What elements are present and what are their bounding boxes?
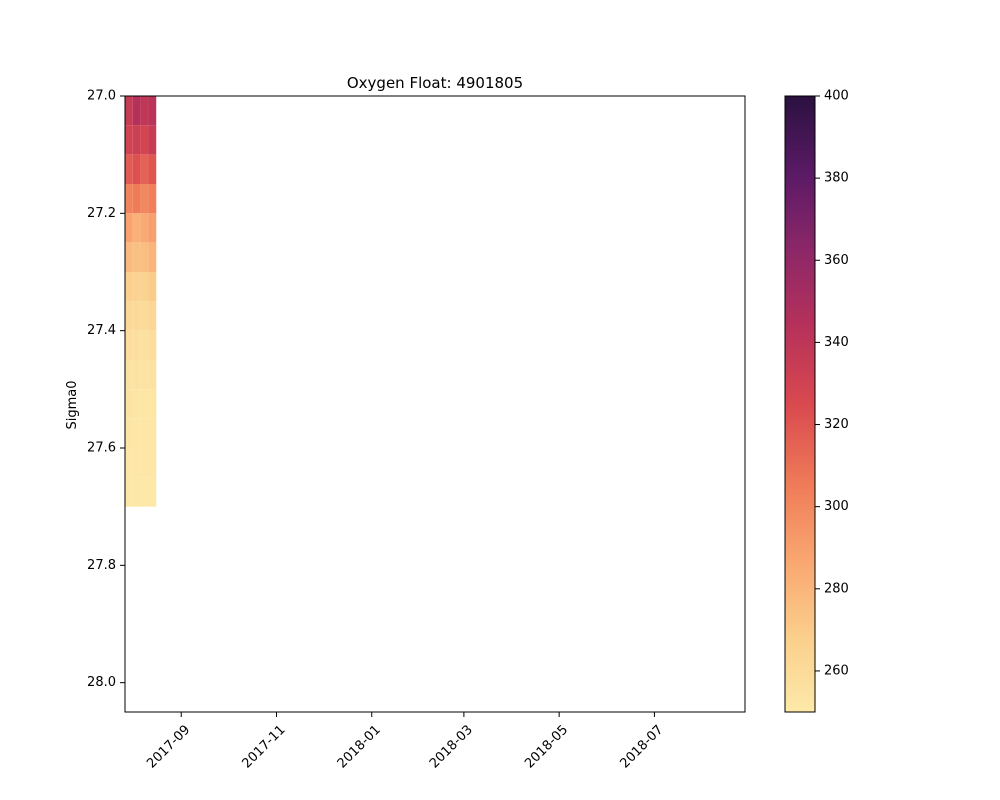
colorbar-tick-label: 300 [824,499,849,514]
plot-area [124,95,746,713]
y-axis-label: Sigma0 [65,380,80,429]
y-tick-label: 27.4 [87,323,116,338]
heatmap-cell [132,213,141,243]
heatmap-cell [148,301,157,331]
heatmap-cell [125,154,133,184]
heatmap-cell [140,242,149,272]
heatmap-cell [148,125,157,155]
heatmap-cell [140,301,149,331]
y-tick-label: 27.6 [87,441,116,456]
chart-title: Oxygen Float: 4901805 [347,74,523,92]
heatmap-cell [125,272,133,302]
heatmap-cell [125,96,133,126]
heatmap-cell [132,125,141,155]
heatmap-cell [140,96,149,126]
heatmap-cell [125,125,133,155]
colorbar-tick-label: 380 [824,171,849,186]
heatmap-cell [140,154,149,184]
heatmap-cell [125,360,133,390]
heatmap-cell [148,448,157,478]
heatmap-cell [132,389,141,419]
heatmap-cell [148,389,157,419]
heatmap-cell [132,448,141,478]
colorbar-tick-label: 360 [824,253,849,268]
heatmap-cell [148,272,157,302]
heatmap-cell [140,184,149,214]
heatmap-cell [125,448,133,478]
heatmap-cell [125,213,133,243]
heatmap-cell [140,418,149,448]
heatmap-cell [132,272,141,302]
heatmap-cell [132,184,141,214]
y-axis: 27.0 27.2 27.4 27.6 27.8 28.0 [87,89,125,690]
y-tick-label: 27.0 [87,89,116,104]
heatmap-cell [132,96,141,126]
heatmap-cell [125,301,133,331]
y-tick-label: 27.2 [87,206,116,221]
colorbar-tick-label: 320 [824,417,849,432]
heatmap-cell [148,360,157,390]
y-tick-label: 28.0 [87,675,116,690]
axes-frame [124,95,746,713]
heatmap-cell [148,330,157,360]
colorbar-bar [784,95,816,713]
heatmap-cell [148,154,157,184]
heatmap-cell [125,389,133,419]
heatmap-cell [140,272,149,302]
heatmap-cell [132,301,141,331]
heatmap-cell [132,242,141,272]
heatmap-cell [125,242,133,272]
heatmap-cell [140,389,149,419]
heatmap-cell [148,477,157,507]
heatmap-cell [148,418,157,448]
colorbar-tick-label: 400 [824,89,849,104]
heatmap-cell [125,418,133,448]
colorbar-tick-label: 260 [824,663,849,678]
colorbar-ticks: 260 280 300 320 340 360 380 400 [815,89,849,678]
heatmap-cell [132,477,141,507]
heatmap-cell [148,184,157,214]
heatmap-cells [125,96,157,507]
heatmap-cell [140,330,149,360]
heatmap-cell [140,477,149,507]
heatmap-cell [125,477,133,507]
heatmap-cell [140,448,149,478]
colorbar-tick-label: 280 [824,581,849,596]
heatmap-cell [148,96,157,126]
heatmap-cell [148,242,157,272]
heatmap-cell [140,360,149,390]
heatmap-cell [125,330,133,360]
heatmap-cell [132,418,141,448]
heatmap-cell [140,213,149,243]
heatmap-cell [140,125,149,155]
y-tick-label: 27.8 [87,558,116,573]
heatmap-cell [148,213,157,243]
heatmap-cell [132,330,141,360]
colorbar: 260 280 300 320 340 360 380 400 [784,89,849,713]
heatmap-cell [125,184,133,214]
heatmap-cell [132,154,141,184]
heatmap-cell [132,360,141,390]
colorbar-tick-label: 340 [824,335,849,350]
